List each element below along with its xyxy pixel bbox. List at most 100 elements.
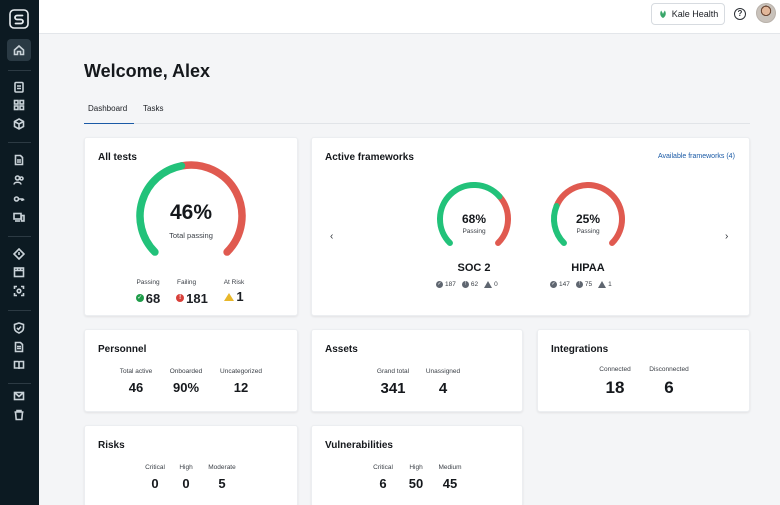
risks-card[interactable]: Risks Critical 0 High 0 Moderate 5	[84, 425, 298, 505]
hipaa-name[interactable]: HIPAA	[571, 262, 605, 274]
soc2-pass-count: 187	[445, 281, 456, 289]
risks-title: Risks	[98, 440, 125, 451]
stat-label: High	[409, 464, 423, 471]
stat-value: 12	[233, 380, 249, 395]
sidebar-divider	[8, 142, 31, 143]
store-icon[interactable]	[11, 264, 27, 280]
tests-sub-label: Total passing	[169, 231, 213, 240]
trash-icon[interactable]	[11, 407, 27, 423]
integrations-disconnected-stat: Disconnected 6	[644, 366, 694, 398]
key-icon[interactable]	[11, 191, 27, 207]
integrations-card[interactable]: Integrations Connected 18 Disconnected 6	[537, 329, 750, 412]
file-icon[interactable]	[11, 339, 27, 355]
all-tests-card: All tests 46% Total passing Passing ✓ 68 …	[84, 137, 298, 316]
stat-label: Critical	[373, 464, 393, 471]
vulns-medium-stat: Medium 45	[434, 464, 466, 491]
soc2-fail-count: 62	[470, 281, 479, 289]
grid-icon[interactable]	[11, 97, 27, 113]
risks-critical-stat: Critical 0	[139, 464, 171, 491]
soc2-percent: 68%	[461, 212, 487, 226]
cube-icon[interactable]	[11, 116, 27, 132]
stat-label: Total active	[119, 368, 153, 375]
tab-bar: Dashboard Tasks	[84, 104, 750, 124]
hipaa-pass-count: 147	[559, 281, 570, 289]
hipaa-gauge	[551, 182, 625, 247]
stat-value: 45	[442, 476, 458, 491]
stat-label: Connected	[599, 366, 631, 373]
soc2-risk-count: 0	[494, 281, 498, 289]
sidebar	[0, 0, 39, 505]
personnel-card[interactable]: Personnel Total active 46 Onboarded 90% …	[84, 329, 298, 412]
error-icon: !	[176, 294, 185, 302]
mail-icon[interactable]	[11, 388, 27, 404]
org-switcher-button[interactable]: Kale Health	[651, 3, 725, 25]
help-icon[interactable]: ?	[734, 8, 746, 20]
stat-value: 6	[664, 378, 674, 397]
tab-dashboard[interactable]: Dashboard	[84, 104, 134, 124]
available-frameworks-link[interactable]: Available frameworks (4)	[658, 153, 735, 160]
vulnerabilities-title: Vulnerabilities	[325, 440, 393, 451]
vulnerabilities-card[interactable]: Vulnerabilities Critical 6 High 50 Mediu…	[311, 425, 523, 505]
book-icon[interactable]	[11, 357, 27, 373]
logo-icon[interactable]	[9, 9, 29, 29]
at-risk-label: At Risk	[223, 279, 245, 286]
tests-gauge	[136, 161, 246, 256]
gauge-pass-arc	[437, 182, 503, 247]
hipaa-percent: 25%	[575, 212, 601, 226]
stat-value: 46	[128, 380, 144, 395]
stat-value: 341	[380, 380, 406, 397]
shield-icon[interactable]	[11, 320, 27, 336]
stat-label: Unassigned	[425, 368, 461, 375]
passing-stat[interactable]: Passing ✓ 68	[131, 279, 165, 306]
stat-value: 5	[218, 476, 226, 491]
risks-moderate-stat: Moderate 5	[203, 464, 241, 491]
passing-value: 68	[145, 290, 161, 306]
sidebar-divider	[8, 383, 31, 384]
at-risk-value: 1	[236, 289, 244, 304]
users-icon[interactable]	[11, 172, 27, 188]
home-icon[interactable]	[7, 39, 31, 61]
at-risk-stat[interactable]: At Risk 1	[219, 279, 249, 306]
hipaa-fail-count: 75	[584, 281, 593, 289]
hipaa-risk-count: 1	[608, 281, 612, 289]
check-icon: ✓	[436, 281, 443, 288]
stat-label: Disconnected	[649, 366, 689, 373]
stat-value: 0	[182, 476, 190, 491]
gauge-pass-arc	[551, 202, 567, 247]
failing-label: Failing	[177, 279, 197, 286]
hipaa-counts: ✓ 147 ! 75 1	[550, 281, 612, 288]
personnel-onboarded-stat: Onboarded 90%	[163, 368, 209, 395]
leaf-icon	[659, 10, 666, 18]
stat-value: 90%	[172, 380, 200, 395]
assets-total-stat: Grand total 341	[370, 368, 416, 397]
devices-icon[interactable]	[11, 209, 27, 225]
assets-unassigned-stat: Unassigned 4	[420, 368, 466, 397]
active-frameworks-card: Active frameworks Available frameworks (…	[311, 137, 750, 316]
integrations-connected-stat: Connected 18	[592, 366, 638, 398]
error-icon: !	[461, 281, 469, 288]
chevron-right-icon[interactable]: ›	[725, 231, 729, 242]
sidebar-divider	[8, 70, 31, 71]
hipaa-sub-label: Passing	[576, 228, 600, 235]
chevron-left-icon[interactable]: ‹	[330, 231, 334, 242]
soc2-name[interactable]: SOC 2	[457, 262, 491, 274]
diamond-icon[interactable]	[11, 246, 27, 262]
assets-card[interactable]: Assets Grand total 341 Unassigned 4	[311, 329, 523, 412]
warning-icon	[484, 281, 493, 288]
gauge-fail-arc	[553, 182, 625, 247]
personnel-title: Personnel	[98, 344, 147, 355]
check-icon: ✓	[550, 281, 557, 288]
risks-high-stat: High 0	[171, 464, 201, 491]
scan-icon[interactable]	[11, 283, 27, 299]
stat-label: Critical	[145, 464, 165, 471]
stat-label: Grand total	[376, 368, 410, 375]
document-icon[interactable]	[11, 152, 27, 168]
personnel-total-stat: Total active 46	[113, 368, 159, 395]
tab-tasks[interactable]: Tasks	[143, 104, 164, 113]
stat-label: Medium	[438, 464, 462, 471]
soc2-gauge	[437, 182, 511, 247]
stat-label: Moderate	[208, 464, 236, 471]
clipboard-icon[interactable]	[11, 79, 27, 95]
avatar[interactable]	[756, 3, 776, 23]
failing-stat[interactable]: Failing ! 181	[173, 279, 211, 306]
